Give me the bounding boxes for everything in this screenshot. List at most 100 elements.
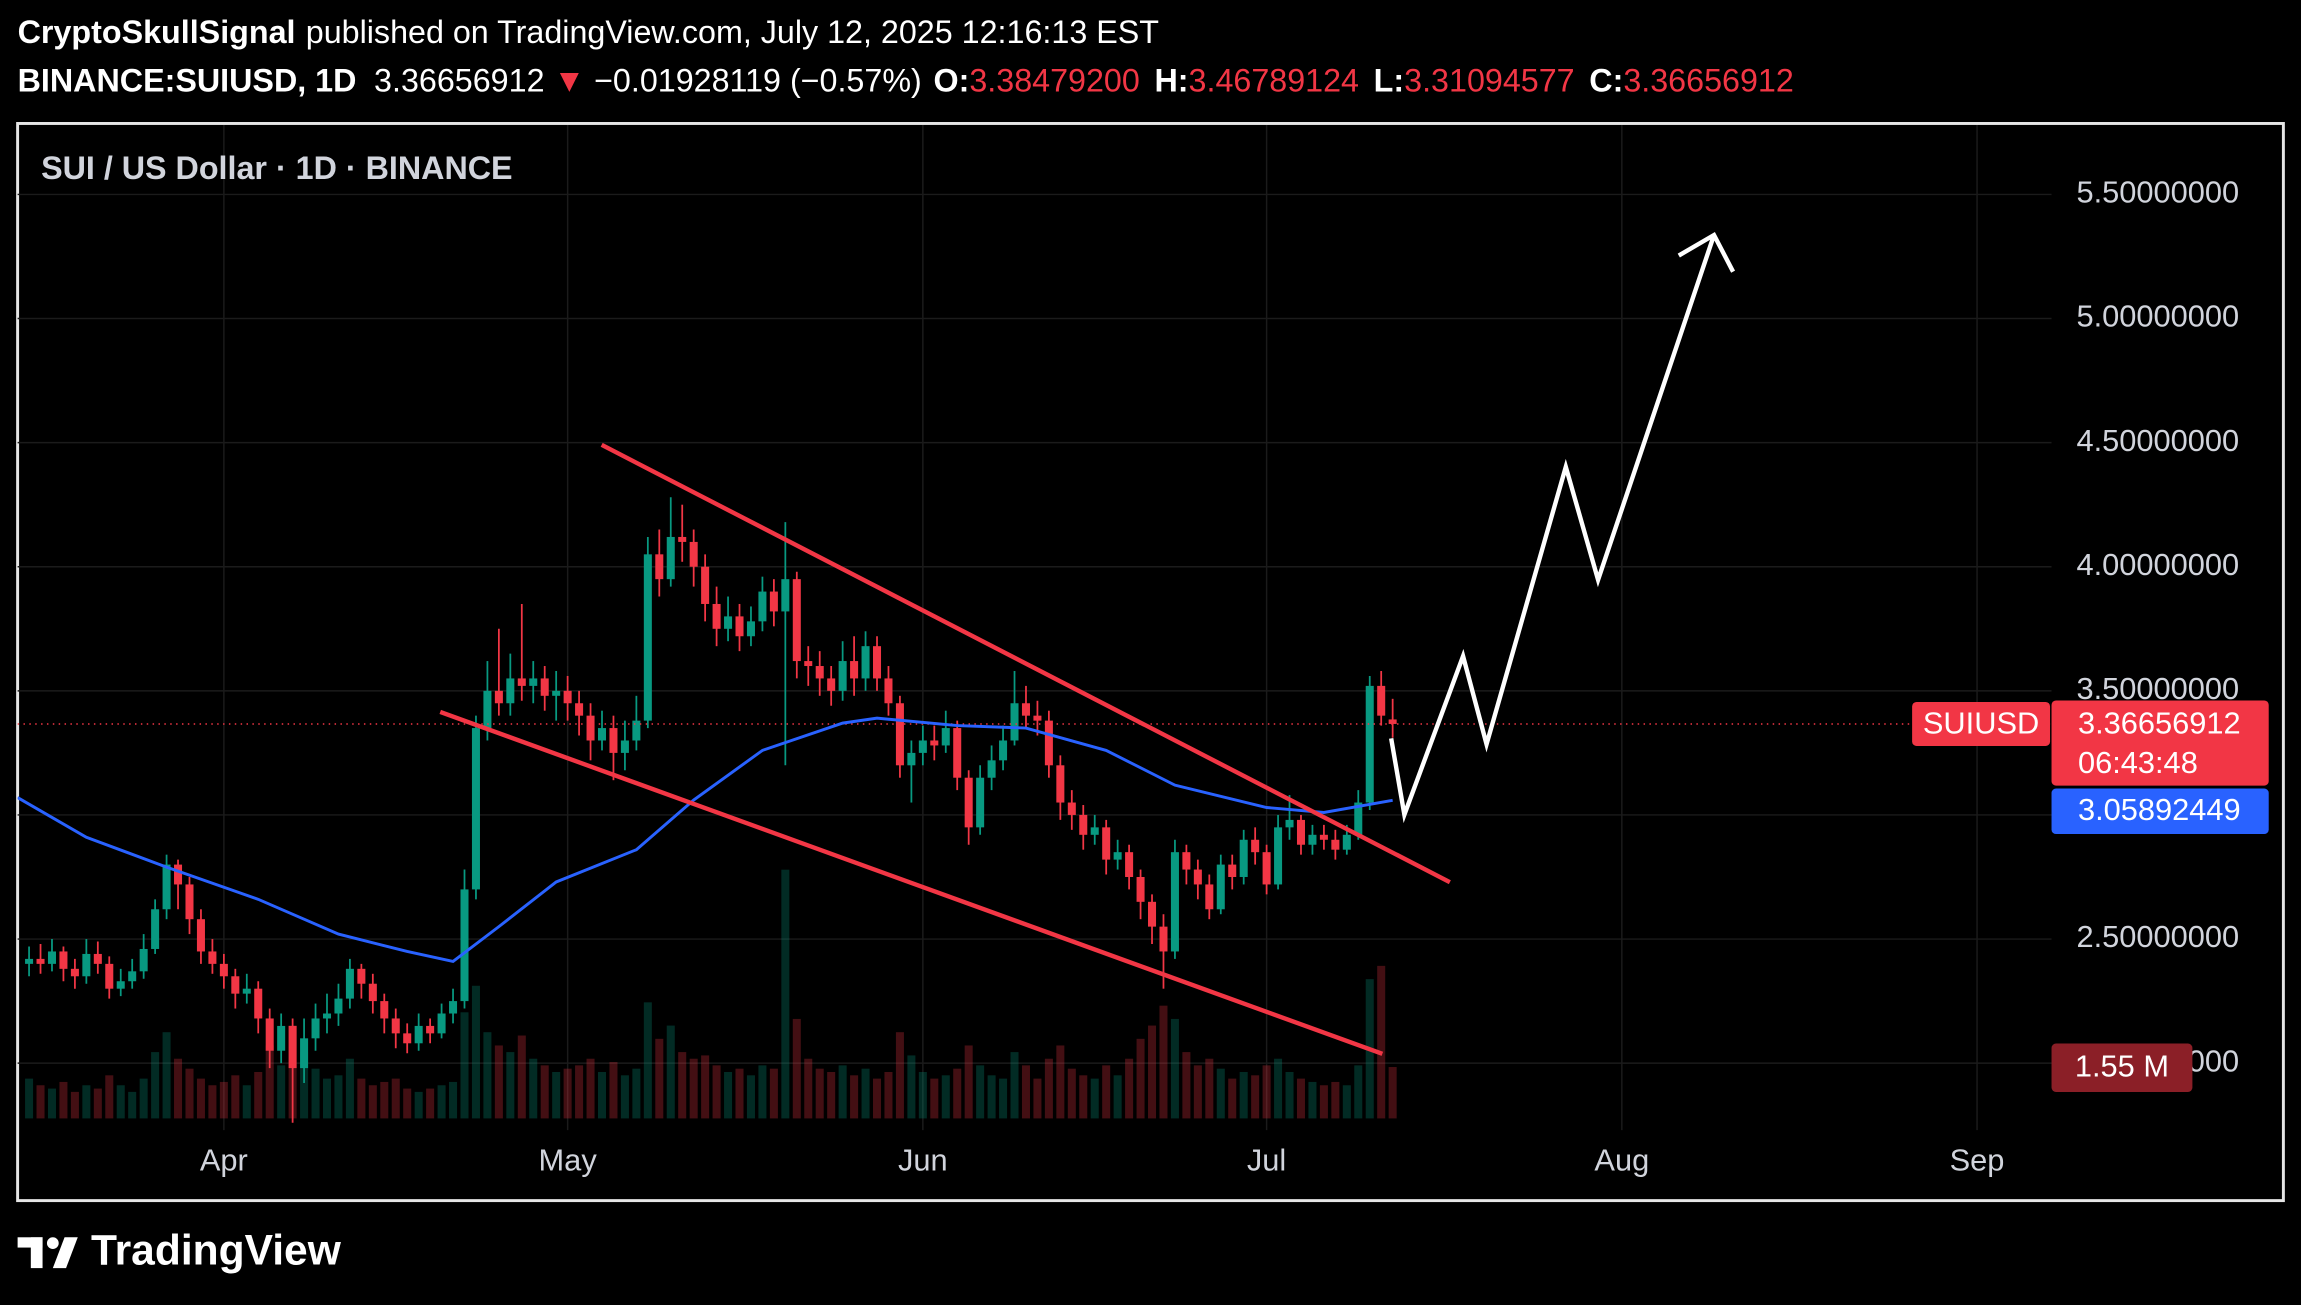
candle-body [758, 591, 767, 622]
volume-bar [36, 1085, 45, 1119]
candle-body [1308, 834, 1317, 845]
volume-bar [884, 1071, 893, 1119]
candle-body [1354, 802, 1363, 835]
y-tick-label: 4.00000000 [2076, 547, 2239, 582]
candle-body [403, 1033, 412, 1044]
volume-bar [437, 1085, 446, 1119]
candle-body [1205, 884, 1214, 910]
candle-body [1102, 827, 1111, 860]
volume-bar [449, 1081, 458, 1119]
candle-body [231, 976, 240, 994]
candle-body [953, 728, 962, 778]
candle-body [1262, 852, 1271, 885]
x-tick-label: Sep [1950, 1143, 2005, 1178]
trendline [439, 709, 1384, 1056]
candle-body [701, 566, 710, 604]
candle-body [105, 963, 114, 989]
candle-body [781, 579, 790, 612]
volume-bar [1033, 1078, 1042, 1119]
volume-bar [689, 1058, 698, 1119]
volume-bar [426, 1088, 435, 1119]
x-tick-label: Jun [898, 1143, 948, 1178]
y-tick-label: 2.50000000 [2076, 919, 2239, 954]
volume-bar [517, 1035, 526, 1119]
candle-body [426, 1025, 435, 1034]
volume-bar [678, 1052, 687, 1119]
candle-body [873, 646, 882, 679]
candle-body [254, 988, 263, 1019]
price-tag-value: 3.36656912 [2078, 706, 2241, 741]
candle-body [1377, 685, 1386, 716]
ma-layer [17, 716, 1393, 963]
volume-bar [59, 1081, 68, 1119]
candle-body [1113, 852, 1122, 860]
volume-bar [82, 1085, 91, 1119]
volume-bar [357, 1078, 366, 1119]
candle-body [632, 720, 641, 741]
volume-bar [609, 1062, 618, 1119]
volume-bar [1102, 1065, 1111, 1119]
candle-body [678, 536, 687, 542]
volume-bar [322, 1078, 332, 1119]
candle-body [1136, 876, 1145, 902]
candle-body [918, 740, 927, 753]
volume-bar [196, 1078, 205, 1119]
volume-bar [712, 1065, 721, 1119]
volume-bar [1388, 1067, 1397, 1119]
candle-body [1090, 827, 1099, 835]
moving-average [17, 716, 1393, 963]
last-price: 3.36656912 [374, 62, 544, 98]
candle-body [1148, 901, 1157, 927]
candle-body [506, 678, 515, 704]
volume-bar [1044, 1058, 1053, 1119]
candle-body [391, 1018, 400, 1034]
candle-body [1228, 864, 1237, 877]
candle-body [1079, 814, 1088, 835]
volume-bar [25, 1078, 34, 1119]
candle-body [1125, 852, 1134, 877]
logo-part [52, 1237, 78, 1269]
candle-body [1159, 926, 1168, 952]
volume-bar [162, 1032, 171, 1119]
volume-bar [930, 1078, 939, 1119]
volume-bar [151, 1052, 160, 1119]
candle-body [196, 919, 205, 952]
candle-body [769, 591, 778, 612]
ohlc-key: H: [1154, 62, 1188, 98]
candle-body [586, 715, 595, 741]
candle-body [815, 666, 824, 679]
volume-bar [586, 1058, 595, 1119]
candle-body [471, 728, 480, 890]
volume-bar [1274, 1058, 1283, 1119]
logo-part [17, 1237, 43, 1248]
volume-bar [575, 1065, 584, 1119]
volume-bar [1228, 1078, 1237, 1119]
candle-body [1274, 827, 1283, 885]
volume-bar [1090, 1078, 1099, 1119]
volume-bar [701, 1055, 710, 1119]
volume-bar [804, 1058, 813, 1119]
candle-body [1365, 685, 1374, 803]
trendline [600, 442, 1451, 885]
countdown: 06:43:48 [2078, 745, 2198, 780]
candle-body [25, 958, 34, 964]
volume-bar [414, 1091, 423, 1119]
volume-bar [185, 1068, 194, 1119]
ohlc-key: C: [1589, 62, 1623, 98]
volume-bar [987, 1075, 996, 1119]
candle-body [1285, 819, 1294, 828]
volume-bar [563, 1068, 572, 1119]
projection-arrowhead [1677, 231, 1736, 273]
brand: TradingView [91, 1227, 342, 1275]
volume-bar [1296, 1078, 1305, 1119]
ticker-tag [1912, 701, 2051, 746]
change: −0.01928119 (−0.57%) [594, 62, 922, 98]
candle-body [414, 1025, 423, 1044]
volume-bar [1354, 1065, 1363, 1119]
candle-body [93, 953, 102, 964]
candle-body [322, 1013, 332, 1019]
candle-body [930, 740, 939, 746]
volume-bar [632, 1068, 641, 1119]
candle-body [185, 884, 194, 920]
candle-body [861, 646, 870, 679]
